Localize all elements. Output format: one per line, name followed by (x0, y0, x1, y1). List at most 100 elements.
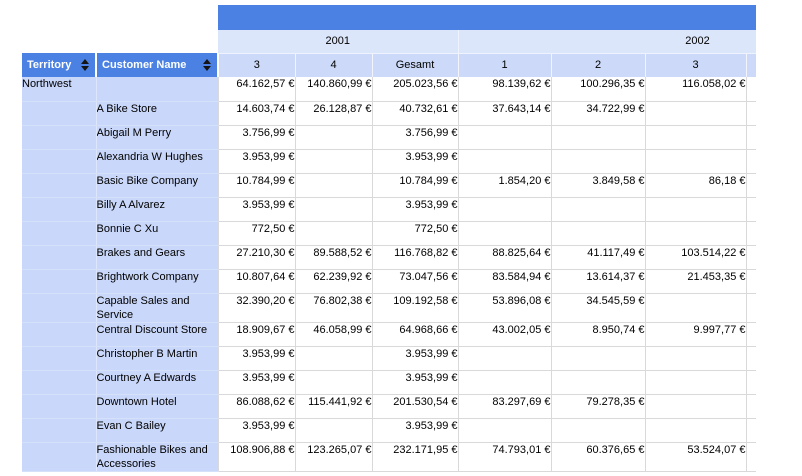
table-row: Courtney A Edwards 3.953,99 € 3.953,99 € (22, 370, 756, 395)
customer-cell: A Bike Store (96, 101, 219, 126)
value-cell: 41.117,49 € (551, 245, 646, 270)
value-cell-clipped (746, 322, 756, 347)
value-cell (551, 149, 646, 174)
customer-cell: Capable Sales and Service (96, 293, 219, 323)
customer-cell (96, 77, 219, 102)
value-cell: 8.950,74 € (551, 322, 646, 347)
value-cell: 232.171,95 € (372, 442, 459, 472)
value-cell: 201.530,54 € (372, 394, 459, 419)
sort-up-icon (81, 59, 89, 64)
column-header-row: Territory Customer Name 3 4 Gesamt 1 (22, 53, 756, 77)
value-cell (295, 173, 373, 198)
customer-cell: Abigail M Perry (96, 125, 219, 150)
value-cell: 10.784,99 € (372, 173, 459, 198)
territory-cell (22, 418, 97, 443)
territory-column-header: Territory (22, 53, 97, 77)
column-header-q2-2002: 2 (551, 53, 646, 77)
territory-cell (22, 269, 97, 294)
value-cell (645, 149, 747, 174)
value-cell-clipped (746, 442, 756, 472)
value-cell: 43.002,05 € (458, 322, 552, 347)
value-cell: 3.953,99 € (218, 370, 296, 395)
value-cell: 100.296,35 € (551, 77, 646, 102)
value-cell: 3.953,99 € (372, 346, 459, 371)
customer-cell: Basic Bike Company (96, 173, 219, 198)
top-bar-row (22, 5, 756, 30)
value-cell: 64.162,57 € (218, 77, 296, 102)
customer-cell: Courtney A Edwards (96, 370, 219, 395)
customer-cell: Christopher B Martin (96, 346, 219, 371)
sort-toggle-icon[interactable] (202, 58, 212, 72)
value-cell: 13.614,37 € (551, 269, 646, 294)
value-cell: 116.058,02 € (645, 77, 747, 102)
territory-cell: Northwest (22, 77, 97, 102)
territory-cell (22, 322, 97, 347)
table-row: Evan C Bailey 3.953,99 € 3.953,99 € (22, 418, 756, 443)
customer-cell: Brakes and Gears (96, 245, 219, 270)
value-cell: 9.997,77 € (645, 322, 747, 347)
value-cell (295, 370, 373, 395)
territory-cell (22, 197, 97, 222)
territory-cell (22, 370, 97, 395)
value-cell-clipped (746, 418, 756, 443)
table-row: Alexandria W Hughes 3.953,99 € 3.953,99 … (22, 149, 756, 174)
customer-cell: Evan C Bailey (96, 418, 219, 443)
value-cell (645, 370, 747, 395)
sort-up-icon (203, 59, 211, 64)
value-cell-clipped (746, 221, 756, 246)
value-cell: 53.524,07 € (645, 442, 747, 472)
value-cell (295, 197, 373, 222)
value-cell-clipped (746, 370, 756, 395)
value-cell (645, 394, 747, 419)
value-cell (295, 221, 373, 246)
value-cell: 26.128,87 € (295, 101, 373, 126)
year-group-row: 2001 2002 (22, 30, 756, 54)
corner-blank (22, 5, 218, 30)
year-group-2001: 2001 (218, 30, 458, 54)
territory-header-label: Territory (27, 59, 72, 71)
value-cell: 772,50 € (218, 221, 296, 246)
territory-cell (22, 221, 97, 246)
column-header-q4-2001: 4 (295, 53, 373, 77)
value-cell (645, 125, 747, 150)
value-cell: 32.390,20 € (218, 293, 296, 323)
pivot-table: 2001 2002 Territory Cu (22, 5, 756, 472)
table-row: Brightwork Company 10.807,64 € 62.239,92… (22, 269, 756, 294)
customer-cell: Alexandria W Hughes (96, 149, 219, 174)
table-row: Billy A Alvarez 3.953,99 € 3.953,99 € (22, 197, 756, 222)
table-row: Northwest 64.162,57 € 140.860,99 € 205.0… (22, 77, 756, 102)
value-cell: 10.784,99 € (218, 173, 296, 198)
table-body: Northwest 64.162,57 € 140.860,99 € 205.0… (22, 77, 756, 472)
value-cell (295, 418, 373, 443)
value-cell (645, 197, 747, 222)
territory-cell (22, 293, 97, 323)
value-cell (458, 125, 552, 150)
territory-cell (22, 442, 97, 472)
value-cell (551, 221, 646, 246)
territory-cell (22, 245, 97, 270)
year-label-2002: 2002 (685, 35, 710, 48)
year-group-2002: 2002 (457, 30, 756, 54)
value-cell: 772,50 € (372, 221, 459, 246)
value-cell: 98.139,62 € (458, 77, 552, 102)
value-cell: 34.722,99 € (551, 101, 646, 126)
sort-down-icon (203, 66, 211, 71)
column-header-q3-2002: 3 (645, 53, 747, 77)
sort-toggle-icon[interactable] (80, 58, 90, 72)
value-cell (645, 418, 747, 443)
value-cell-clipped (746, 149, 756, 174)
value-cell-clipped (746, 269, 756, 294)
corner-blank (22, 30, 218, 53)
customer-cell: Downtown Hotel (96, 394, 219, 419)
value-cell-clipped (746, 173, 756, 198)
matrix-table: 2001 2002 Territory Cu (22, 5, 756, 472)
value-cell (551, 418, 646, 443)
table-row: Capable Sales and Service 32.390,20 € 76… (22, 293, 756, 323)
value-cell: 34.545,59 € (551, 293, 646, 323)
value-cell: 108.906,88 € (218, 442, 296, 472)
value-cell: 46.058,99 € (295, 322, 373, 347)
column-header-gesamt-2001: Gesamt (372, 53, 459, 77)
value-cell: 3.953,99 € (372, 197, 459, 222)
column-header-clipped (746, 53, 756, 77)
value-cell-clipped (746, 77, 756, 102)
